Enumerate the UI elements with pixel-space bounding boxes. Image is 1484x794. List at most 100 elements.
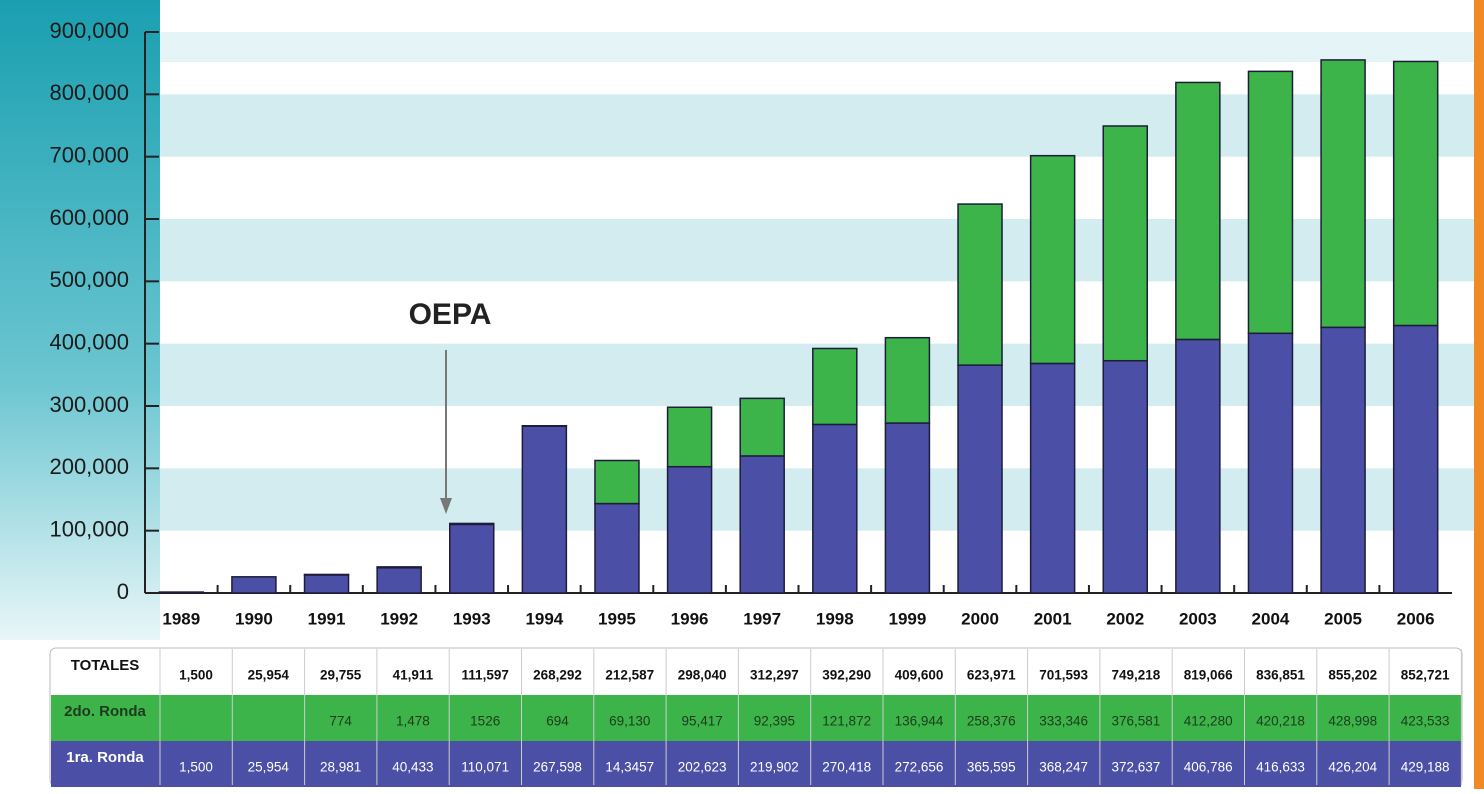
bar-segment — [813, 424, 857, 593]
table-cell: 25,954 — [248, 668, 290, 683]
x-tick-label: 2000 — [961, 609, 999, 628]
bar-segment — [740, 456, 784, 593]
table-cell: 111,597 — [462, 668, 509, 683]
x-tick-label: 1994 — [525, 609, 563, 628]
bar-segment — [958, 204, 1002, 365]
table-cell: 110,071 — [461, 760, 509, 775]
table-cell: 376,581 — [1111, 714, 1160, 729]
x-tick-label: 1996 — [671, 609, 709, 628]
x-tick-label: 1992 — [380, 609, 418, 628]
y-tick-label: 900,000 — [49, 18, 129, 43]
x-tick-label: 2006 — [1397, 609, 1435, 628]
bar-segment — [159, 592, 203, 593]
table-cell: 428,998 — [1328, 714, 1377, 729]
table-cell: 28,981 — [320, 760, 361, 775]
y-tick-label: 100,000 — [49, 516, 129, 541]
bar-segment — [885, 423, 929, 593]
y-tick-label: 700,000 — [49, 142, 129, 167]
table-cell: 40,433 — [392, 760, 433, 775]
table-cell: 426,204 — [1328, 760, 1377, 775]
table-cell: 429,188 — [1401, 760, 1450, 775]
bar-segment — [813, 348, 857, 424]
table-cell: 409,600 — [895, 668, 944, 683]
grid-band — [160, 32, 1474, 62]
bar-segment — [522, 426, 566, 593]
table-cell: 1,500 — [179, 760, 213, 775]
table-cell: 423,533 — [1401, 714, 1450, 729]
y-tick-label: 500,000 — [49, 267, 129, 292]
table-cell: 268,292 — [533, 668, 582, 683]
bar-segment — [668, 407, 712, 466]
chart: OEPA 0100,000200,000300,000400,000500,00… — [0, 0, 1484, 789]
bar-segment — [1103, 126, 1147, 361]
table-cell: 623,971 — [967, 668, 1016, 683]
table-row-label: TOTALES — [71, 657, 140, 674]
x-tick-label: 1998 — [816, 609, 854, 628]
bar-segment — [885, 338, 929, 423]
table-cell: 368,247 — [1039, 760, 1088, 775]
table-cell: 258,376 — [967, 714, 1016, 729]
table-cell: 749,218 — [1111, 668, 1160, 683]
table-cell: 836,851 — [1256, 668, 1305, 683]
bar-segment — [740, 398, 784, 456]
table-cell: 372,637 — [1111, 760, 1160, 775]
y-tick-label: 800,000 — [49, 80, 129, 105]
bar-segment — [377, 568, 421, 593]
bar-segment — [1394, 61, 1438, 325]
table-cell: 41,911 — [393, 668, 434, 683]
edge-stripe — [1474, 0, 1484, 789]
bar-segment — [595, 460, 639, 503]
x-tick-label: 2001 — [1034, 609, 1072, 628]
table-cell: 92,395 — [754, 714, 795, 729]
table-cell: 69,130 — [609, 714, 650, 729]
table-cell: 212,587 — [605, 668, 654, 683]
x-tick-label: 1991 — [308, 609, 346, 628]
table-cell: 852,721 — [1401, 668, 1450, 683]
table-cell: 412,280 — [1184, 714, 1233, 729]
bar-segment — [1176, 339, 1220, 593]
table-cell: 121,872 — [822, 714, 871, 729]
bar-segment — [1248, 333, 1292, 593]
x-tick-label: 1993 — [453, 609, 491, 628]
x-tick-label: 2003 — [1179, 609, 1217, 628]
table-cell: 420,218 — [1256, 714, 1305, 729]
table-cell: 136,944 — [895, 714, 944, 729]
table-cell: 333,346 — [1039, 714, 1088, 729]
table-cell: 272,656 — [895, 760, 944, 775]
x-tick-label: 1997 — [743, 609, 781, 628]
page: OEPA 0100,000200,000300,000400,000500,00… — [0, 0, 1484, 789]
table-cell: 1526 — [470, 714, 500, 729]
table-cell: 392,290 — [822, 668, 871, 683]
bar-segment — [305, 575, 349, 593]
y-tick-label: 0 — [117, 579, 129, 604]
x-tick-label: 2004 — [1252, 609, 1290, 628]
bar-segment — [1321, 60, 1365, 327]
table-cell: 855,202 — [1328, 668, 1377, 683]
bar-segment — [1394, 325, 1438, 593]
y-tick-label: 200,000 — [49, 454, 129, 479]
table-cell: 14,3457 — [605, 760, 654, 775]
x-tick-label: 1989 — [162, 609, 200, 628]
bar-segment — [232, 577, 276, 593]
x-tick-label: 1990 — [235, 609, 273, 628]
table-cell: 312,297 — [750, 668, 799, 683]
y-tick-label: 600,000 — [49, 205, 129, 230]
bar-segment — [1176, 82, 1220, 339]
table-cell: 406,786 — [1184, 760, 1233, 775]
x-tick-label: 2002 — [1106, 609, 1144, 628]
x-tick-label: 1995 — [598, 609, 636, 628]
table-row-label: 2do. Ronda — [64, 703, 146, 720]
table-cell: 202,623 — [678, 760, 727, 775]
x-tick-label: 1999 — [889, 609, 927, 628]
bar-segment — [958, 365, 1002, 593]
y-tick-label: 300,000 — [49, 392, 129, 417]
y-tick-label: 400,000 — [49, 329, 129, 354]
bar-segment — [595, 504, 639, 593]
table-cell: 416,633 — [1256, 760, 1305, 775]
table-cell: 1,478 — [396, 714, 430, 729]
table-cell: 267,598 — [533, 760, 582, 775]
table-cell: 25,954 — [248, 760, 290, 775]
bar-segment — [1248, 71, 1292, 333]
bar-segment — [450, 524, 494, 593]
table-cell: 1,500 — [179, 668, 213, 683]
